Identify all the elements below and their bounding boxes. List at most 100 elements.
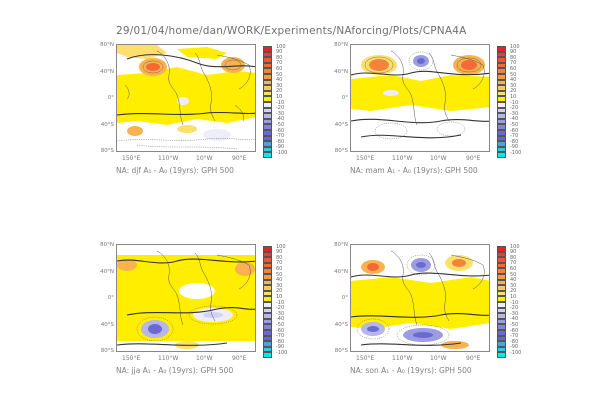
colorbar-level-label: -60 xyxy=(276,127,285,134)
colorbar-level-label: 100 xyxy=(510,243,520,250)
colorbar-swatch xyxy=(497,307,506,314)
colorbar-level-label: -80 xyxy=(510,338,519,345)
panel-caption: NA: mam A₁ - A₀ (19yrs): GPH 500 xyxy=(350,166,478,175)
colorbar-level-label: 70 xyxy=(510,260,517,267)
panel-caption: NA: djf A₁ - A₀ (19yrs): GPH 500 xyxy=(116,166,234,175)
lat-label: 0° xyxy=(107,295,114,301)
colorbar-level-label: 30 xyxy=(276,82,283,89)
colorbar-swatch xyxy=(497,68,506,74)
colorbar-level-label: -100 xyxy=(510,149,522,156)
lon-label: 150°E xyxy=(356,155,375,162)
colorbar-level-label: -90 xyxy=(510,344,519,351)
colorbar-level-label: 30 xyxy=(510,282,517,289)
lat-label: 0° xyxy=(107,95,114,101)
colorbar-level-label: -70 xyxy=(276,133,285,140)
colorbar-swatch xyxy=(497,346,506,353)
file-path-header: 29/01/04/home/dan/WORK/Experiments/NAfor… xyxy=(116,25,467,37)
colorbar-level-label: -40 xyxy=(510,316,519,323)
colorbar-swatch xyxy=(497,324,506,330)
colorbar-level-label: -30 xyxy=(510,110,519,117)
lat-label: 40°N xyxy=(334,269,348,275)
colorbar-swatch xyxy=(497,96,506,102)
colorbar-swatch xyxy=(497,107,506,114)
colorbar-level-label: -20 xyxy=(276,105,285,112)
colorbar-swatch xyxy=(263,129,272,136)
colorbar-swatch xyxy=(263,301,272,308)
colorbar-level-label: 80 xyxy=(276,54,283,61)
colorbar-level-label: -10 xyxy=(510,299,519,306)
colorbar-level-label: -20 xyxy=(510,305,519,312)
colorbar xyxy=(497,46,506,158)
colorbar-swatch xyxy=(497,251,506,258)
colorbar-level-label: 60 xyxy=(276,265,283,272)
colorbar-level-label: -100 xyxy=(276,349,288,356)
colorbar-swatch xyxy=(263,57,272,63)
colorbar-swatch xyxy=(497,257,506,263)
colorbar-level-label: 10 xyxy=(276,93,283,100)
colorbar-swatch xyxy=(263,318,272,325)
colorbar-swatch xyxy=(263,329,272,336)
colorbar-swatch xyxy=(263,51,272,58)
colorbar-level-label: -60 xyxy=(510,327,519,334)
lon-label: 90°E xyxy=(232,355,247,362)
colorbar-level-label: 20 xyxy=(276,88,283,95)
colorbar-swatch xyxy=(497,318,506,325)
colorbar-level-label: 100 xyxy=(510,43,520,50)
colorbar-swatch xyxy=(263,262,272,269)
colorbar-swatch xyxy=(263,118,272,125)
lat-label: 40°N xyxy=(100,69,114,75)
colorbar-swatch xyxy=(497,118,506,125)
colorbar-level-label: 60 xyxy=(510,65,517,72)
colorbar-swatch xyxy=(263,273,272,280)
colorbar-level-label: 10 xyxy=(510,93,517,100)
lon-label: 90°E xyxy=(466,155,481,162)
colorbar-level-label: -100 xyxy=(510,349,522,356)
lat-label: 40°N xyxy=(100,269,114,275)
lon-label: 150°E xyxy=(356,355,375,362)
lon-label: 110°W xyxy=(158,355,179,362)
colorbar-swatch xyxy=(497,51,506,58)
colorbar xyxy=(263,46,272,158)
lon-label: 10°W xyxy=(196,155,213,162)
colorbar-level-label: 80 xyxy=(510,254,517,261)
colorbar-swatch xyxy=(497,90,506,97)
lat-label: 80°N xyxy=(100,42,114,48)
colorbar-swatch xyxy=(263,146,272,153)
colorbar-swatch xyxy=(497,262,506,269)
colorbar-level-label: -40 xyxy=(510,116,519,123)
colorbar-swatch xyxy=(263,46,272,52)
colorbar-level-label: 50 xyxy=(510,71,517,78)
colorbar-swatch xyxy=(263,68,272,74)
map-panel-mam: 80°N 40°N 0° 40°S 80°S xyxy=(330,42,589,184)
colorbar-level-label: -10 xyxy=(510,99,519,106)
colorbar-swatch xyxy=(497,329,506,336)
colorbar-swatch xyxy=(263,324,272,330)
colorbar-level-label: 80 xyxy=(510,54,517,61)
colorbar-swatch xyxy=(497,73,506,80)
colorbar-level-label: -50 xyxy=(276,121,285,128)
colorbar-swatch xyxy=(263,124,272,130)
colorbar xyxy=(263,246,272,358)
colorbar-swatch xyxy=(497,46,506,52)
colorbar-level-label: 20 xyxy=(510,288,517,295)
anomaly-map-djf xyxy=(116,44,256,152)
colorbar-swatch xyxy=(263,62,272,69)
colorbar-level-label: 30 xyxy=(276,282,283,289)
colorbar-swatch xyxy=(263,90,272,97)
colorbar-swatch xyxy=(497,57,506,63)
lon-label: 90°E xyxy=(232,155,247,162)
colorbar-level-label: 50 xyxy=(510,271,517,278)
colorbar-swatch xyxy=(497,268,506,274)
colorbar-level-label: -90 xyxy=(276,144,285,151)
colorbar-swatch xyxy=(263,335,272,342)
anomaly-map-jja xyxy=(116,244,256,352)
colorbar-swatch xyxy=(263,107,272,114)
colorbar-level-label: -30 xyxy=(510,310,519,317)
colorbar-level-label: -70 xyxy=(510,133,519,140)
colorbar-level-label: 70 xyxy=(510,60,517,67)
colorbar-swatch xyxy=(497,335,506,342)
colorbar-level-label: -50 xyxy=(510,321,519,328)
colorbar-swatch xyxy=(497,152,506,158)
lat-label: 80°N xyxy=(334,42,348,48)
colorbar-swatch xyxy=(497,79,506,86)
